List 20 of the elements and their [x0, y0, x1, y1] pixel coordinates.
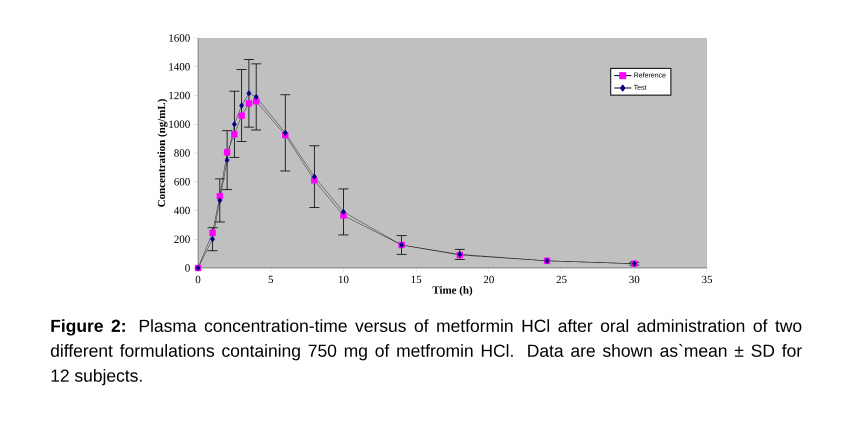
y-tick-label: 600: [174, 178, 190, 186]
y-tick-label: 1400: [169, 63, 190, 70]
x-tick-label: 5: [268, 276, 274, 284]
x-tick-label: 15: [412, 276, 422, 284]
x-tick-label: 35: [702, 276, 712, 284]
x-tick-label: 25: [556, 276, 567, 284]
y-axis-title: Concentration (ng/mL): [157, 99, 168, 207]
x-tick-label: 30: [629, 276, 640, 284]
x-tick-label: 0: [196, 276, 200, 284]
y-tick-label: 400: [174, 206, 190, 214]
y-tick-label: 1000: [169, 120, 190, 128]
x-axis-title: Time (h): [432, 286, 472, 296]
text: Figure 2: Plasma concentration-time versus of metformin HCl after oral administration of two different formulations containing 750 mg of metfromin HCl. Data are shown as`mean ± SD for 12 subjects.: [50, 319, 802, 386]
y-tick-label: 1200: [169, 92, 190, 100]
y-tick-label: 0: [185, 264, 190, 272]
x-tick-label: 10: [338, 276, 348, 284]
y-tick-label: 1600: [169, 34, 190, 42]
y-tick-label: 800: [174, 149, 190, 157]
y-tick-label: 200: [174, 236, 190, 243]
x-tick-label: 20: [484, 276, 494, 284]
